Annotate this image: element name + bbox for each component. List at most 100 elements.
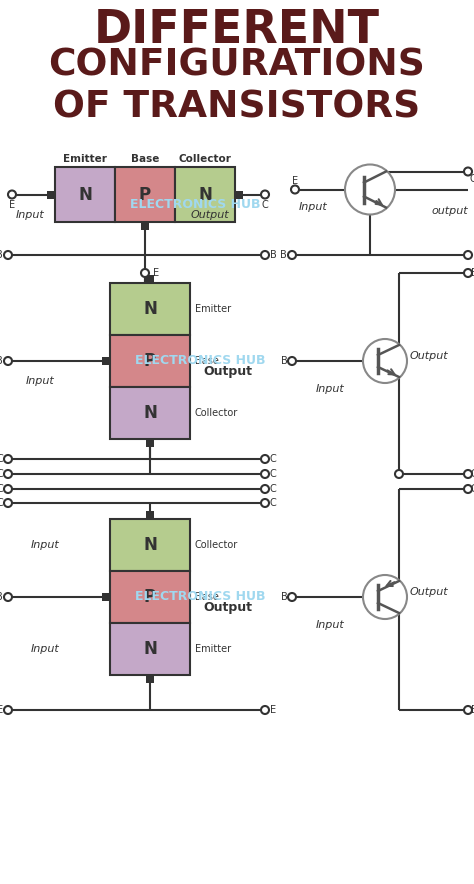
Bar <box>141 222 149 230</box>
Bar <box>47 190 55 199</box>
Text: C: C <box>0 484 3 494</box>
Circle shape <box>4 706 12 714</box>
Circle shape <box>395 470 403 478</box>
Text: B: B <box>0 592 3 602</box>
Text: E: E <box>471 705 474 715</box>
Bar <box>110 283 190 335</box>
Text: N: N <box>143 640 157 658</box>
Text: Collector: Collector <box>195 540 238 550</box>
Circle shape <box>261 485 269 493</box>
Circle shape <box>261 470 269 478</box>
Text: Input: Input <box>316 384 345 394</box>
Bar <box>110 387 190 439</box>
Text: B: B <box>0 356 3 366</box>
Text: Base: Base <box>195 356 219 366</box>
Text: E: E <box>0 705 3 715</box>
Bar <box>146 675 154 683</box>
Text: OF TRANSISTORS: OF TRANSISTORS <box>54 90 420 126</box>
Bar <box>110 335 190 387</box>
Text: Input: Input <box>26 376 55 386</box>
Text: DIFFERENT: DIFFERENT <box>94 8 380 53</box>
Text: N: N <box>198 186 212 203</box>
Circle shape <box>288 357 296 365</box>
Bar <box>146 511 154 519</box>
Text: Input: Input <box>316 620 345 630</box>
Text: output: output <box>432 207 468 217</box>
Text: C: C <box>0 469 3 479</box>
Text: E: E <box>292 177 298 187</box>
Text: E: E <box>153 268 159 278</box>
Circle shape <box>4 485 12 493</box>
Circle shape <box>464 269 472 277</box>
Circle shape <box>261 706 269 714</box>
Text: C: C <box>270 454 277 464</box>
Text: Output: Output <box>203 364 253 377</box>
Text: CONFIGURATIONS: CONFIGURATIONS <box>48 48 426 84</box>
Bar <box>102 357 110 365</box>
Text: N: N <box>78 186 92 203</box>
Text: ELECTRONICS HUB: ELECTRONICS HUB <box>130 198 260 211</box>
Text: ELECTRONICS HUB: ELECTRONICS HUB <box>135 591 265 604</box>
Text: Collector: Collector <box>195 408 238 418</box>
Text: Output: Output <box>203 600 253 613</box>
Circle shape <box>4 357 12 365</box>
Circle shape <box>345 164 395 215</box>
Circle shape <box>464 251 472 259</box>
Text: E: E <box>471 268 474 278</box>
Text: C: C <box>270 484 277 494</box>
Circle shape <box>464 706 472 714</box>
Text: N: N <box>143 404 157 422</box>
Circle shape <box>4 455 12 463</box>
Circle shape <box>291 186 299 194</box>
Text: B: B <box>281 592 288 602</box>
Text: Output: Output <box>410 587 448 597</box>
Text: P: P <box>144 588 156 606</box>
Circle shape <box>363 339 407 383</box>
Circle shape <box>261 190 269 199</box>
Text: E: E <box>9 201 15 210</box>
Bar <box>115 167 175 222</box>
Bar <box>235 190 243 199</box>
Circle shape <box>288 251 296 259</box>
Text: Output: Output <box>191 210 229 219</box>
Text: P: P <box>139 186 151 203</box>
Circle shape <box>288 593 296 601</box>
Text: Emitter: Emitter <box>195 644 231 654</box>
Text: C: C <box>471 484 474 494</box>
Text: Base: Base <box>195 592 219 602</box>
Text: N: N <box>143 536 157 554</box>
Text: Input: Input <box>31 644 59 654</box>
Circle shape <box>4 593 12 601</box>
Circle shape <box>8 190 16 199</box>
Text: C: C <box>471 469 474 479</box>
Text: Input: Input <box>16 210 45 219</box>
Circle shape <box>4 499 12 507</box>
Text: Base: Base <box>131 154 159 164</box>
Text: B: B <box>0 250 3 260</box>
Circle shape <box>363 575 407 619</box>
Bar <box>55 167 115 222</box>
Text: C: C <box>270 498 277 508</box>
Text: C: C <box>0 498 3 508</box>
Text: E: E <box>270 705 276 715</box>
Text: C: C <box>0 454 3 464</box>
Circle shape <box>464 470 472 478</box>
Text: B: B <box>281 356 288 366</box>
Text: Emitter: Emitter <box>195 304 231 314</box>
Text: B: B <box>270 250 277 260</box>
Text: Emitter: Emitter <box>63 154 107 164</box>
Circle shape <box>261 455 269 463</box>
Text: Output: Output <box>410 351 448 361</box>
Text: C: C <box>270 469 277 479</box>
Text: C: C <box>262 201 268 210</box>
Circle shape <box>464 485 472 493</box>
Text: ELECTRONICS HUB: ELECTRONICS HUB <box>135 354 265 368</box>
Bar <box>110 519 190 571</box>
Circle shape <box>4 470 12 478</box>
Text: Input: Input <box>31 540 59 550</box>
Circle shape <box>261 251 269 259</box>
Text: B: B <box>280 250 287 260</box>
Text: P: P <box>144 352 156 370</box>
Bar <box>102 593 110 601</box>
Bar <box>175 167 235 222</box>
